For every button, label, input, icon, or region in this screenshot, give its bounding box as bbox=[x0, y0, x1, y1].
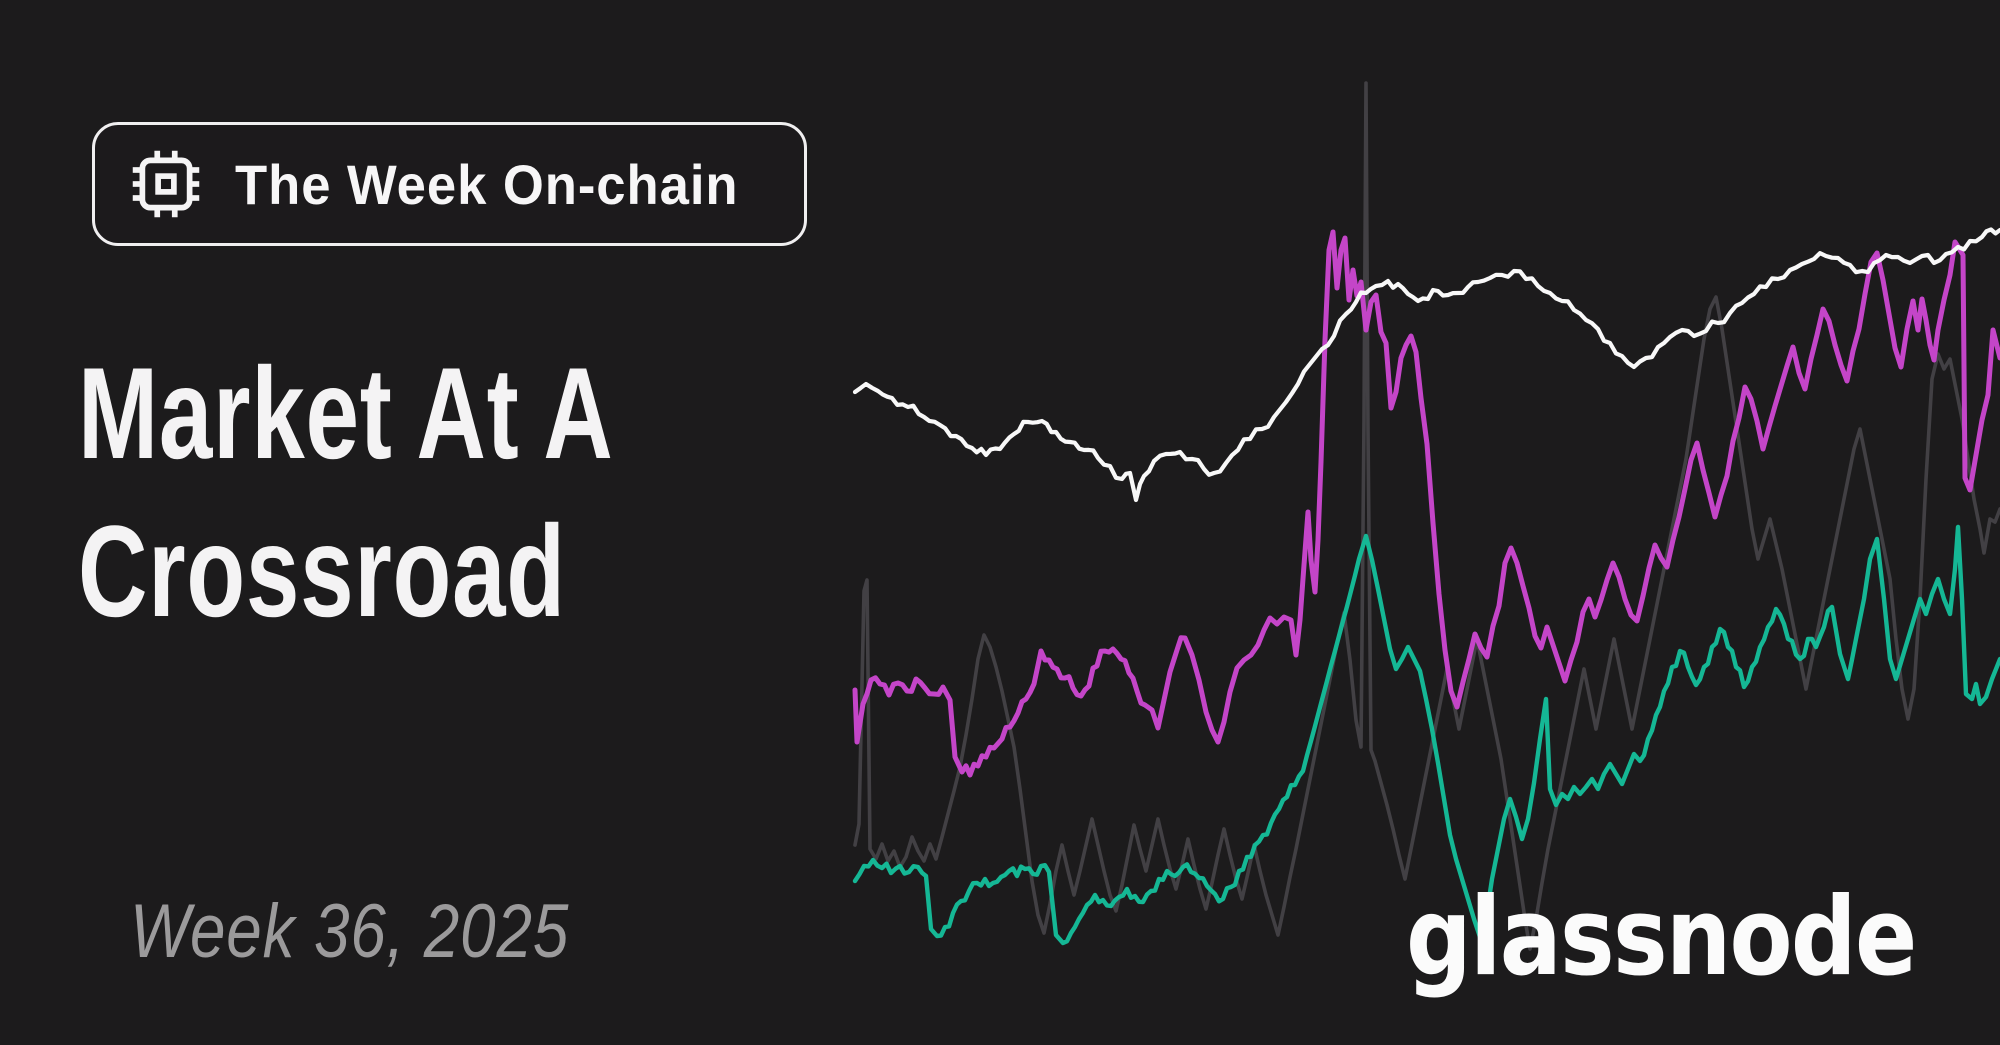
cpu-icon bbox=[132, 150, 200, 218]
badge-label: The Week On-chain bbox=[235, 152, 739, 216]
newsletter-badge: The Week On-chain bbox=[92, 122, 807, 246]
glassnode-logo: glassnode bbox=[1406, 875, 1917, 1000]
magenta-series-line bbox=[852, 229, 2000, 778]
white-series-line bbox=[852, 227, 2000, 503]
title-line-2: Crossroad bbox=[78, 498, 566, 644]
title-line-1: Market At A bbox=[78, 340, 614, 486]
week-label: Week 36, 2025 bbox=[130, 889, 570, 974]
gray-series-line bbox=[853, 81, 2000, 951]
teal-series-line bbox=[852, 524, 2000, 946]
